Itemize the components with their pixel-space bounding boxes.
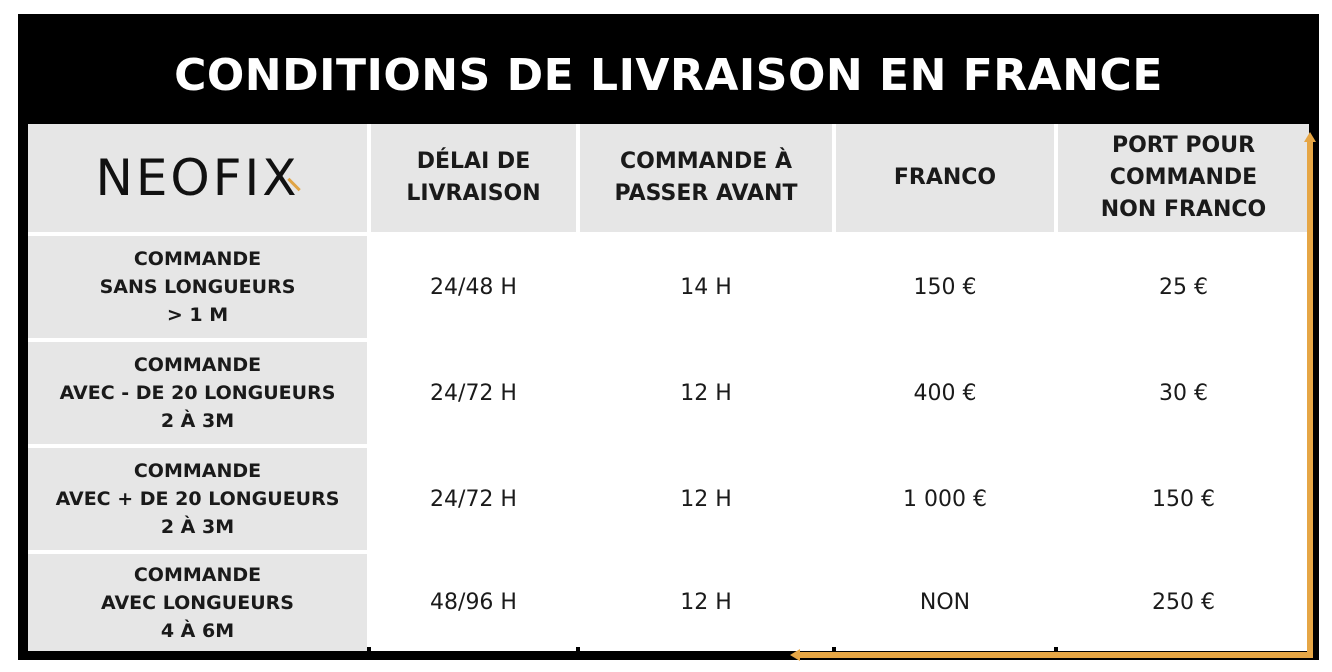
- cell-avant: 12 H: [580, 342, 832, 444]
- cell-avant: 12 H: [580, 554, 832, 651]
- delivery-table: NEOFIX DÉLAI DE LIVRAISON COMMANDE À PAS…: [28, 124, 1309, 651]
- accent-arrow-up: [1304, 132, 1316, 142]
- accent-line-horizontal: [800, 652, 1313, 658]
- cell-avant: 14 H: [580, 236, 832, 338]
- header-commande-avant: COMMANDE À PASSER AVANT: [580, 124, 832, 232]
- page-title: CONDITIONS DE LIVRAISON EN FRANCE: [174, 49, 1163, 101]
- cell-franco: 400 €: [836, 342, 1054, 444]
- accent-arrow-left: [790, 649, 800, 661]
- cell-franco: NON: [836, 554, 1054, 651]
- cell-delai: 24/72 H: [371, 342, 576, 444]
- header-delai: DÉLAI DE LIVRAISON: [371, 124, 576, 232]
- cell-delai: 24/72 H: [371, 448, 576, 550]
- row-label: COMMANDE SANS LONGUEURS > 1 M: [28, 236, 367, 338]
- cell-port: 30 €: [1058, 342, 1309, 444]
- cell-port: 150 €: [1058, 448, 1309, 550]
- logo-cell: NEOFIX: [28, 124, 367, 232]
- cell-franco: 1 000 €: [836, 448, 1054, 550]
- cell-avant: 12 H: [580, 448, 832, 550]
- header-port: PORT POUR COMMANDE NON FRANCO: [1058, 124, 1309, 232]
- cell-delai: 24/48 H: [371, 236, 576, 338]
- row-label: COMMANDE AVEC + DE 20 LONGUEURS 2 À 3M: [28, 448, 367, 550]
- logo-text: NEOFIX: [95, 149, 300, 207]
- cell-delai: 48/96 H: [371, 554, 576, 651]
- cell-franco: 150 €: [836, 236, 1054, 338]
- row-label: COMMANDE AVEC LONGUEURS 4 À 6M: [28, 554, 367, 651]
- cell-port: 250 €: [1058, 554, 1309, 651]
- accent-line-vertical: [1307, 140, 1313, 653]
- row-label: COMMANDE AVEC - DE 20 LONGUEURS 2 À 3M: [28, 342, 367, 444]
- cell-port: 25 €: [1058, 236, 1309, 338]
- header-franco: FRANCO: [836, 124, 1054, 232]
- neofix-logo: NEOFIX: [95, 153, 301, 203]
